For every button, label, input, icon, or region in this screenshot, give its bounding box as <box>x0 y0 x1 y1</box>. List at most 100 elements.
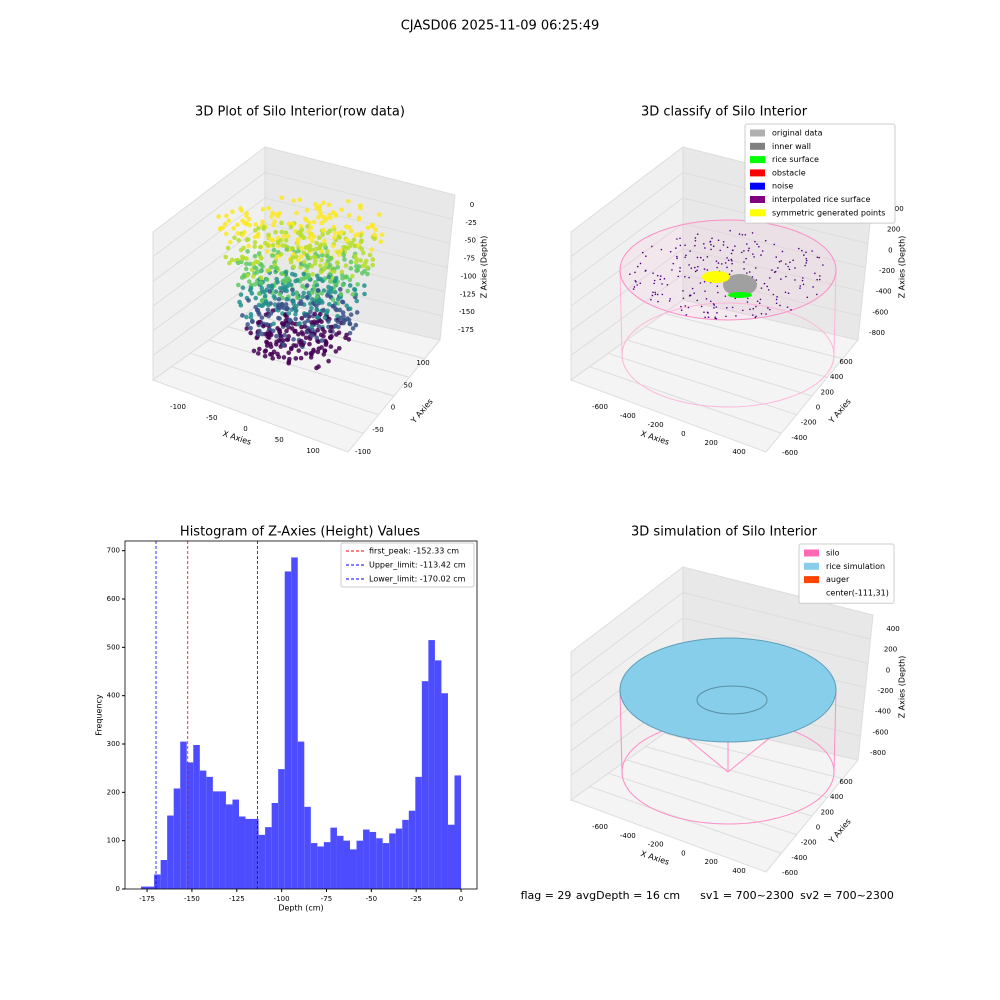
tick-label: -600 <box>592 403 608 411</box>
point <box>261 323 266 329</box>
point <box>688 276 690 279</box>
footer: sv2 = 700~2300 <box>800 889 894 902</box>
pane-grid <box>645 746 828 798</box>
point <box>358 258 364 263</box>
point <box>679 244 682 247</box>
y-tick-label: 0 <box>116 885 120 893</box>
tick-label: -400 <box>791 434 807 442</box>
point <box>291 198 296 203</box>
point <box>777 267 779 269</box>
x-tick-label: -150 <box>184 895 200 903</box>
point <box>730 258 733 261</box>
point <box>279 195 285 201</box>
point <box>290 321 296 326</box>
point <box>298 229 303 234</box>
point <box>356 215 362 221</box>
point <box>654 293 657 296</box>
point <box>743 261 745 263</box>
point <box>755 279 758 281</box>
point <box>325 230 331 236</box>
point <box>802 283 805 286</box>
point <box>734 245 736 247</box>
y-tick-label: 100 <box>107 837 120 845</box>
point <box>238 292 244 297</box>
point <box>275 351 280 357</box>
point <box>285 323 290 328</box>
point <box>248 315 254 320</box>
point <box>283 230 289 235</box>
point <box>636 265 639 268</box>
point <box>645 255 647 257</box>
point <box>661 283 663 285</box>
point <box>797 247 800 250</box>
point <box>706 269 709 271</box>
point <box>354 298 360 304</box>
point <box>728 273 731 276</box>
bar <box>402 819 409 889</box>
point <box>317 311 323 317</box>
point <box>758 302 761 304</box>
x-axis-label: X Axies <box>640 849 671 867</box>
legend-label: rice surface <box>772 155 819 164</box>
pane-grid <box>570 617 684 702</box>
point <box>296 348 302 353</box>
point <box>650 298 652 301</box>
point <box>726 307 728 309</box>
bar <box>369 831 377 889</box>
point <box>303 245 309 250</box>
footer: flag = 29 <box>521 889 572 902</box>
point <box>347 277 353 283</box>
point <box>295 295 300 300</box>
point <box>283 302 289 307</box>
point <box>236 237 241 243</box>
point <box>334 307 339 313</box>
point <box>716 266 718 269</box>
point <box>310 297 315 302</box>
point <box>308 309 313 315</box>
tick-label: 200 <box>821 388 834 396</box>
tick-label: -200 <box>648 841 664 849</box>
point <box>316 297 321 303</box>
point <box>302 216 308 222</box>
point <box>801 277 804 279</box>
point <box>311 219 317 225</box>
point <box>702 243 705 245</box>
point <box>298 355 304 361</box>
point <box>278 251 284 257</box>
point <box>326 288 332 294</box>
point <box>270 328 276 334</box>
bar <box>186 762 194 889</box>
tick-label: 400 <box>890 205 903 213</box>
point <box>801 279 804 282</box>
point <box>294 291 299 296</box>
point <box>235 260 241 266</box>
point <box>325 293 330 298</box>
point <box>346 337 352 342</box>
point <box>315 327 320 333</box>
bar <box>265 827 272 889</box>
point <box>340 276 345 281</box>
point <box>328 335 333 341</box>
point <box>270 253 275 258</box>
point <box>721 263 723 265</box>
point <box>699 256 702 259</box>
point <box>754 316 757 319</box>
point <box>284 296 290 302</box>
point <box>362 291 367 297</box>
point <box>775 298 778 301</box>
point <box>346 198 351 204</box>
tick-label: 0 <box>681 849 685 857</box>
point <box>320 232 326 237</box>
point <box>258 280 264 286</box>
tick-label: -25 <box>465 219 476 227</box>
point <box>714 316 716 318</box>
point <box>278 334 284 339</box>
point <box>244 220 249 226</box>
point <box>248 325 253 331</box>
point <box>352 287 358 293</box>
tick-label: -125 <box>460 290 476 298</box>
point <box>315 315 321 320</box>
point <box>358 205 363 211</box>
bar <box>428 640 435 889</box>
point <box>263 299 269 304</box>
